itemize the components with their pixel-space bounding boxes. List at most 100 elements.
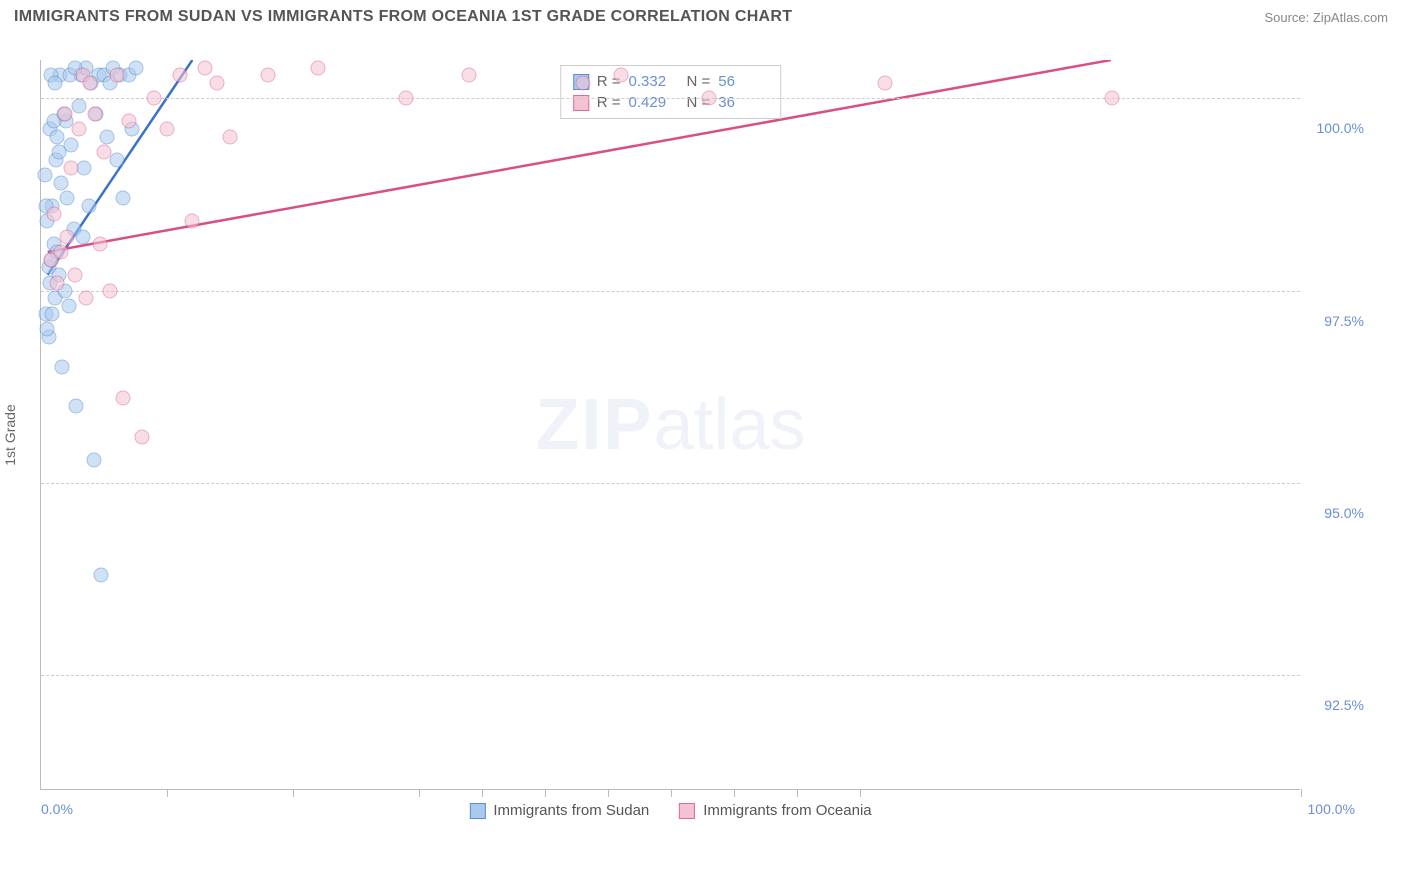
data-point <box>45 306 60 321</box>
data-point <box>88 106 103 121</box>
data-point <box>210 76 225 91</box>
xtick <box>293 789 294 797</box>
xtick <box>608 789 609 797</box>
data-point <box>878 76 893 91</box>
data-point <box>1105 91 1120 106</box>
data-point <box>575 76 590 91</box>
data-point <box>93 237 108 252</box>
xtick <box>545 789 546 797</box>
series-legend: Immigrants from Sudan Immigrants from Oce… <box>469 802 871 819</box>
data-point <box>71 122 86 137</box>
data-point <box>103 283 118 298</box>
data-point <box>109 152 124 167</box>
data-point <box>86 452 101 467</box>
xtick <box>1301 789 1302 797</box>
watermark-bold: ZIP <box>535 385 653 465</box>
data-point <box>50 129 65 144</box>
xtick <box>734 789 735 797</box>
data-point <box>51 145 66 160</box>
swatch-icon <box>573 95 589 111</box>
stat-value-r: 0.429 <box>629 94 679 111</box>
data-point <box>64 160 79 175</box>
gridline <box>41 291 1300 292</box>
data-point <box>47 76 62 91</box>
data-point <box>57 106 72 121</box>
plot-area: ZIPatlas R =0.332N =56R =0.429N =36 0.0%… <box>40 60 1300 790</box>
data-point <box>81 199 96 214</box>
xtick <box>419 789 420 797</box>
xaxis-label-min: 0.0% <box>41 801 73 817</box>
data-point <box>75 229 90 244</box>
ytick-label: 95.0% <box>1304 505 1364 521</box>
data-point <box>54 245 69 260</box>
ytick-label: 100.0% <box>1304 120 1364 136</box>
data-point <box>128 60 143 75</box>
stat-value-n: 36 <box>718 94 768 111</box>
data-point <box>172 68 187 83</box>
data-point <box>83 76 98 91</box>
stats-legend: R =0.332N =56R =0.429N =36 <box>560 65 782 119</box>
stat-label-r: R = <box>597 94 621 111</box>
stats-legend-row: R =0.332N =56 <box>573 71 769 92</box>
data-point <box>185 214 200 229</box>
data-point <box>69 398 84 413</box>
data-point <box>50 275 65 290</box>
data-point <box>99 129 114 144</box>
legend-item: Immigrants from Sudan <box>469 802 649 819</box>
stat-value-r: 0.332 <box>629 73 679 90</box>
data-point <box>54 175 69 190</box>
data-point <box>311 60 326 75</box>
data-point <box>40 321 55 336</box>
ytick-label: 97.5% <box>1304 313 1364 329</box>
data-point <box>37 168 52 183</box>
xtick <box>671 789 672 797</box>
data-point <box>46 206 61 221</box>
data-point <box>260 68 275 83</box>
data-point <box>109 68 124 83</box>
yaxis-title: 1st Grade <box>2 404 18 465</box>
trend-lines-svg <box>41 60 1300 789</box>
data-point <box>399 91 414 106</box>
chart-title: IMMIGRANTS FROM SUDAN VS IMMIGRANTS FROM… <box>14 8 792 26</box>
source-label: Source: ZipAtlas.com <box>1264 10 1388 25</box>
data-point <box>115 391 130 406</box>
xtick <box>860 789 861 797</box>
data-point <box>55 360 70 375</box>
data-point <box>160 122 175 137</box>
data-point <box>613 68 628 83</box>
data-point <box>701 91 716 106</box>
data-point <box>462 68 477 83</box>
xtick <box>167 789 168 797</box>
data-point <box>60 229 75 244</box>
data-point <box>223 129 238 144</box>
data-point <box>97 145 112 160</box>
stat-value-n: 56 <box>718 73 768 90</box>
data-point <box>79 291 94 306</box>
data-point <box>71 99 86 114</box>
chart-header: IMMIGRANTS FROM SUDAN VS IMMIGRANTS FROM… <box>0 0 1406 34</box>
data-point <box>197 60 212 75</box>
watermark: ZIPatlas <box>535 384 805 466</box>
data-point <box>134 429 149 444</box>
data-point <box>147 91 162 106</box>
xaxis-label-max: 100.0% <box>1308 801 1355 817</box>
legend-item: Immigrants from Oceania <box>679 802 871 819</box>
data-point <box>94 567 109 582</box>
data-point <box>122 114 137 129</box>
ytick-label: 92.5% <box>1304 697 1364 713</box>
gridline <box>41 675 1300 676</box>
legend-label: Immigrants from Oceania <box>703 802 871 819</box>
legend-label: Immigrants from Sudan <box>493 802 649 819</box>
chart-container: 1st Grade ZIPatlas R =0.332N =56R =0.429… <box>40 60 1340 810</box>
stats-legend-row: R =0.429N =36 <box>573 92 769 113</box>
watermark-light: atlas <box>653 385 805 465</box>
xtick <box>797 789 798 797</box>
swatch-icon <box>679 803 695 819</box>
stat-label-n: N = <box>687 73 711 90</box>
swatch-icon <box>469 803 485 819</box>
data-point <box>60 191 75 206</box>
xtick <box>482 789 483 797</box>
data-point <box>68 268 83 283</box>
data-point <box>61 298 76 313</box>
data-point <box>115 191 130 206</box>
